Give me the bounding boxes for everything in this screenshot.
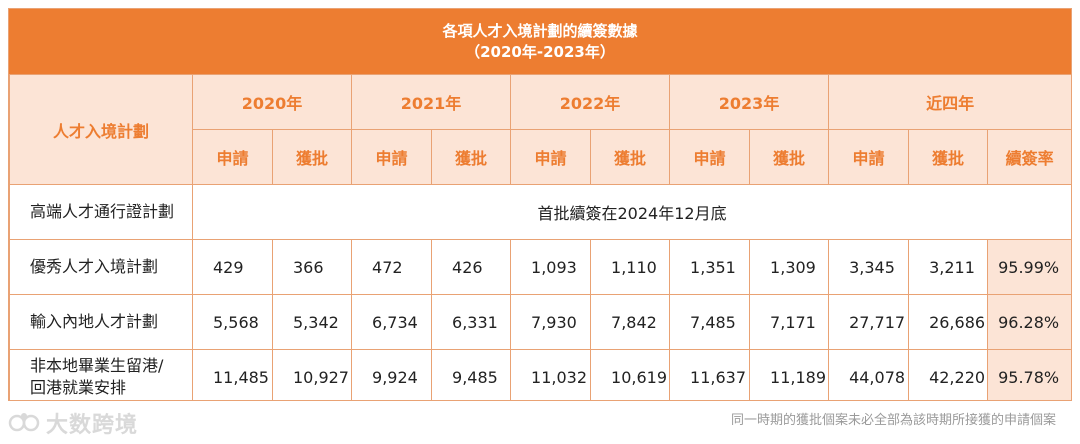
table-title: 各項人才入境計劃的續簽數據: [442, 21, 638, 40]
header-four-years: 近四年: [828, 74, 1071, 130]
scheme-name-line1: 非本地畢業生留港/: [30, 356, 164, 375]
table-row-irang: 非本地畢業生留港/ 回港就業安排 11,485 10,927 9,924 9,4…: [9, 349, 1071, 400]
header-rate: 續簽率: [987, 129, 1071, 185]
renewal-rate: 95.78%: [987, 349, 1071, 400]
cell-value: 7,171: [749, 294, 830, 350]
renewal-rate: 95.99%: [987, 239, 1071, 295]
header-row-metrics: 申請 獲批 申請 獲批 申請 獲批 申請 獲批 申請 獲批 續簽率: [10, 129, 1071, 185]
cell-value: 3,345: [828, 239, 910, 295]
cell-value: 7,842: [590, 294, 671, 350]
table-subtitle: （2020年-2023年）: [465, 42, 615, 61]
footnote: 同一時期的獲批個案未必全部為該時期所接獲的申請個案: [730, 413, 1056, 428]
cell-value: 366: [271, 239, 353, 295]
cell-value: 7,485: [669, 294, 751, 350]
logo-icon: [8, 413, 40, 432]
watermark-logo: 大数跨境: [8, 407, 138, 439]
scheme-name: 優秀人才入境計劃: [9, 239, 193, 295]
header-year-2022: 2022年: [510, 74, 671, 130]
scheme-name: 高端人才通行證計劃: [9, 184, 193, 240]
cell-value: 11,485: [192, 349, 273, 400]
scheme-name: 輸入內地人才計劃: [9, 294, 193, 350]
cell-value: 9,924: [351, 349, 433, 400]
table-row-asmtp: 輸入內地人才計劃 5,568 5,342 6,734 6,331 7,930 7…: [9, 294, 1071, 350]
cell-value: 3,211: [908, 239, 989, 295]
cell-value: 11,637: [669, 349, 751, 400]
header-apply: 申請: [351, 129, 433, 185]
header-apply: 申請: [192, 129, 273, 185]
cell-value: 472: [351, 239, 433, 295]
cell-value: 10,619: [590, 349, 671, 400]
cell-value: 9,485: [431, 349, 512, 400]
header-approve: 獲批: [271, 129, 353, 185]
cell-value: 44,078: [828, 349, 910, 400]
cell-value: 426: [431, 239, 512, 295]
cell-value: 429: [192, 239, 273, 295]
header-approve: 獲批: [749, 129, 830, 185]
header-year-2023: 2023年: [669, 74, 830, 130]
header-row-years: 人才入境計劃 2020年 2021年 2022年 2023年 近四年: [9, 74, 1071, 185]
header-scheme: 人才入境計劃: [9, 74, 193, 185]
table-row-qmas: 優秀人才入境計劃 429 366 472 426 1,093 1,110 1,3…: [9, 239, 1071, 295]
header-approve: 獲批: [908, 129, 989, 185]
header-approve: 獲批: [590, 129, 671, 185]
renewal-note: 首批續簽在2024年12月底: [191, 184, 1071, 240]
cell-value: 42,220: [908, 349, 989, 400]
renewal-data-table: 人才入境計劃 2020年 2021年 2022年 2023年 近四年 申請 獲批…: [9, 74, 1071, 400]
cell-value: 26,686: [908, 294, 989, 350]
header-apply: 申請: [669, 129, 751, 185]
cell-value: 10,927: [271, 349, 353, 400]
renewal-rate: 96.28%: [987, 294, 1071, 350]
header-approve: 獲批: [431, 129, 512, 185]
scheme-name: 非本地畢業生留港/ 回港就業安排: [9, 349, 193, 400]
scheme-name-line2: 回港就業安排: [30, 378, 127, 397]
cell-value: 5,568: [192, 294, 273, 350]
table-row-ttps: 高端人才通行證計劃 首批續簽在2024年12月底: [9, 184, 1071, 240]
cell-value: 1,351: [669, 239, 751, 295]
header-apply: 申請: [828, 129, 910, 185]
cell-value: 6,331: [431, 294, 512, 350]
cell-value: 1,110: [590, 239, 671, 295]
cell-value: 1,309: [749, 239, 830, 295]
header-year-2020: 2020年: [191, 74, 353, 130]
cell-value: 27,717: [828, 294, 910, 350]
cell-value: 11,189: [749, 349, 830, 400]
renewal-table-card: 各項人才入境計劃的續簽數據 （2020年-2023年） 人才入境計劃 2020年…: [8, 8, 1072, 401]
cell-value: 11,032: [510, 349, 592, 400]
cell-value: 7,930: [510, 294, 592, 350]
header-apply: 申請: [510, 129, 592, 185]
header-year-2021: 2021年: [351, 74, 512, 130]
cell-value: 6,734: [351, 294, 433, 350]
cell-value: 1,093: [510, 239, 592, 295]
table-title-bar: 各項人才入境計劃的續簽數據 （2020年-2023年）: [9, 9, 1071, 74]
cell-value: 5,342: [271, 294, 353, 350]
watermark-text: 大数跨境: [46, 413, 139, 438]
